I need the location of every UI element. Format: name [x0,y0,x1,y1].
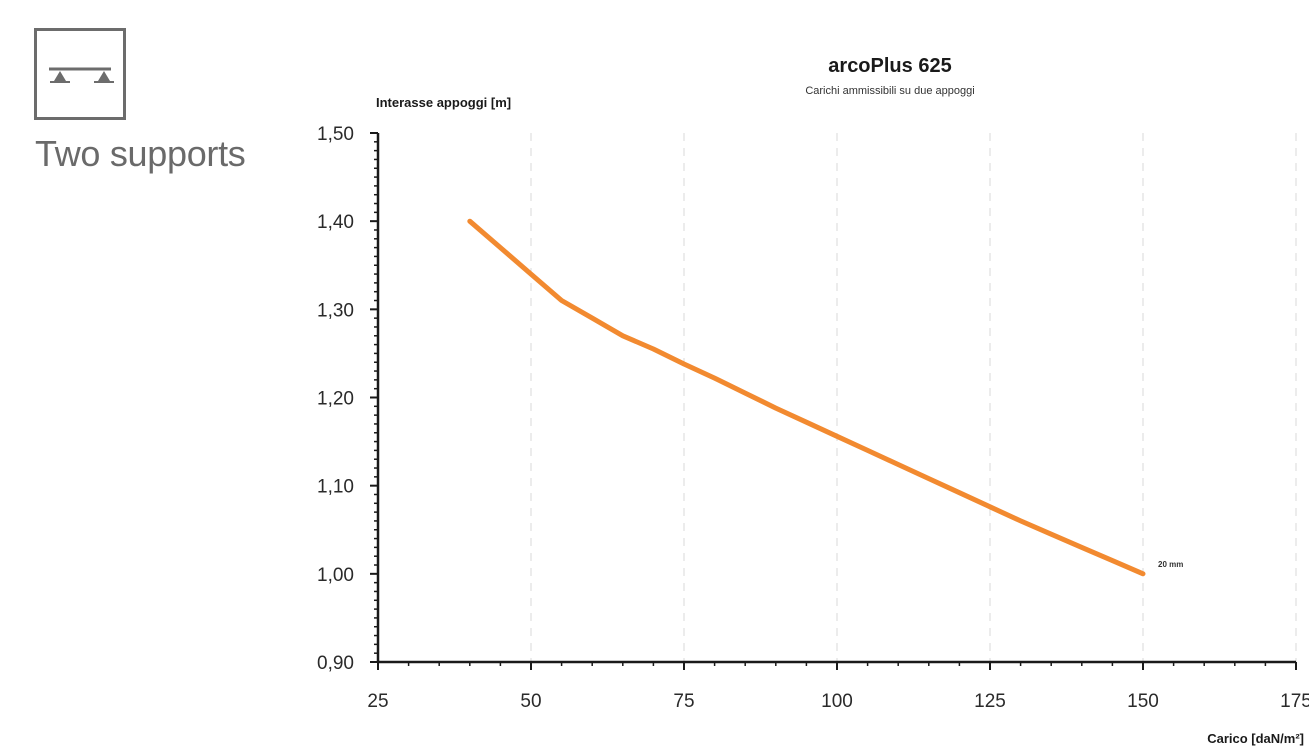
x-axis-title: Carico [daN/m²] [1207,731,1304,746]
series-label: 20 mm [1158,560,1183,569]
x-tick-label: 75 [673,691,694,712]
y-tick-label: 1,20 [317,389,354,410]
y-tick-label: 1,50 [317,124,354,145]
x-tick-label: 150 [1127,691,1159,712]
x-tick-label: 25 [367,691,388,712]
grid-lines [530,133,1297,662]
two-supports-icon [49,67,114,83]
y-tick-label: 0,90 [317,653,354,674]
axes [370,132,1297,670]
series-layer: 20 mm [467,218,1183,577]
x-tick-label: 100 [821,691,853,712]
series-line-0 [467,218,1146,577]
chart-title: arcoPlus 625 [828,55,951,77]
tick-labels: 25 50 75 100 125 150 175 0,90 1,00 1,10 1,20 1,30 1,… [317,124,1309,712]
y-axis-title: Interasse appoggi [m] [376,95,511,110]
x-tick-label: 175 [1280,691,1309,712]
x-tick-label: 50 [520,691,541,712]
y-tick-label: 1,00 [317,565,354,586]
y-tick-label: 1,10 [317,477,354,498]
x-tick-label: 125 [974,691,1006,712]
y-tick-label: 1,30 [317,300,354,321]
chart-subtitle: Carichi ammissibili su due appoggi [805,85,974,97]
support-type-label: Two supports [35,133,246,174]
y-tick-label: 1,40 [317,212,354,233]
two-supports-icon-box [34,28,126,120]
